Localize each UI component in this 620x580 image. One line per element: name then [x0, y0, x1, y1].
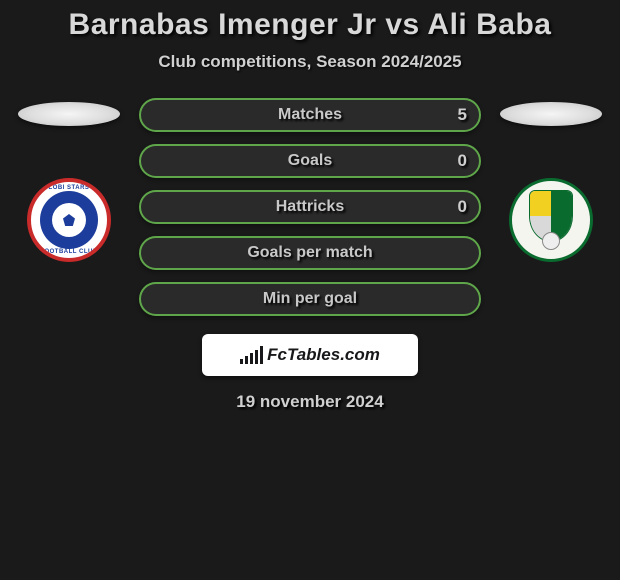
player-photo-left: [18, 102, 120, 126]
shield-q1: [530, 191, 551, 216]
stat-row: Goals 0: [139, 144, 481, 178]
stat-label: Goals: [288, 152, 332, 170]
stat-row: Hattricks 0: [139, 190, 481, 224]
bars-icon: [240, 346, 263, 364]
soccer-ball-icon: [542, 232, 560, 250]
soccer-ball-icon: [52, 203, 86, 237]
shield-q2: [551, 191, 572, 216]
stat-value-right: 0: [458, 151, 467, 171]
stat-value-right: 5: [458, 105, 467, 125]
comparison-card: Barnabas Imenger Jr vs Ali Baba Club com…: [0, 0, 620, 412]
left-side: LOBI STARS FOOTBALL CLUB: [17, 98, 121, 262]
stat-label: Hattricks: [276, 198, 344, 216]
stat-row: Matches 5: [139, 98, 481, 132]
stat-row: Min per goal: [139, 282, 481, 316]
footer: FcTables.com 19 november 2024: [0, 334, 620, 412]
page-title: Barnabas Imenger Jr vs Ali Baba: [0, 8, 620, 42]
stats-column: Matches 5 Goals 0 Hattricks 0 Goals per …: [139, 98, 481, 316]
club-badge-left: LOBI STARS FOOTBALL CLUB: [27, 178, 111, 262]
right-side: [499, 98, 603, 262]
brand-text: FcTables.com: [267, 345, 380, 365]
subtitle: Club competitions, Season 2024/2025: [0, 52, 620, 72]
stat-label: Matches: [278, 106, 342, 124]
stat-row: Goals per match: [139, 236, 481, 270]
stat-label: Min per goal: [263, 290, 357, 308]
content-row: LOBI STARS FOOTBALL CLUB Matches 5 Goals…: [0, 98, 620, 316]
stat-value-right: 0: [458, 197, 467, 217]
stat-label: Goals per match: [247, 244, 372, 262]
club-badge-text-bottom: FOOTBALL CLUB: [40, 249, 97, 255]
footer-date: 19 november 2024: [236, 392, 383, 412]
club-badge-inner: [40, 191, 98, 249]
player-photo-right: [500, 102, 602, 126]
club-badge-right: [509, 178, 593, 262]
brand-badge[interactable]: FcTables.com: [202, 334, 418, 376]
